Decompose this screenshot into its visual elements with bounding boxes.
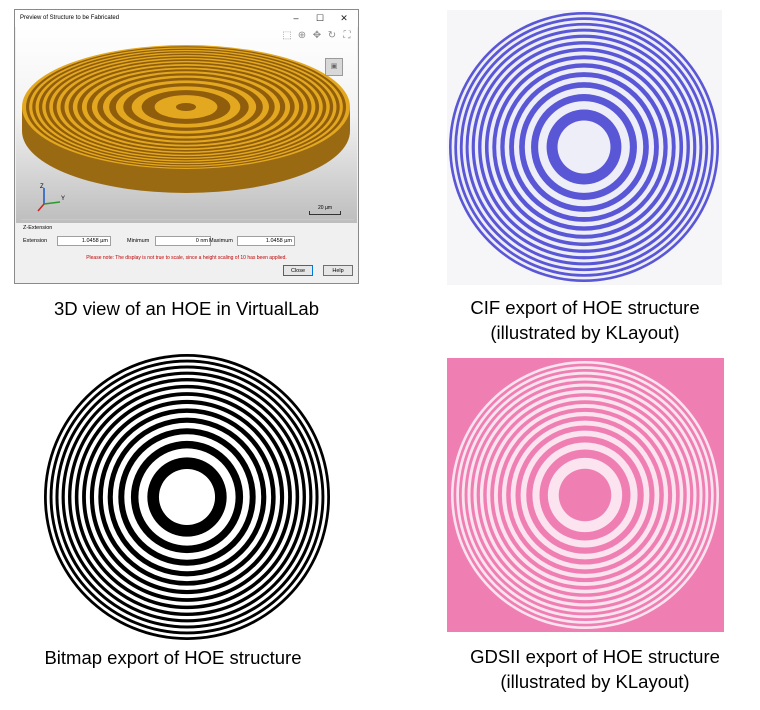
extension-field[interactable]: 1.0458 µm	[57, 236, 111, 246]
minimum-field[interactable]: 0 nm	[155, 236, 211, 246]
close-icon[interactable]: ✕	[340, 13, 348, 23]
scale-bar: 20 µm	[309, 205, 341, 217]
caption-gdsii-line1: GDSII export of HOE structure	[470, 646, 720, 667]
close-button[interactable]: Close	[283, 265, 313, 276]
axis-z-label: Z	[40, 184, 44, 190]
bitmap-rings	[44, 354, 330, 640]
scale-bar-label: 20 µm	[318, 205, 332, 211]
zoom-icon[interactable]: ⊕	[297, 30, 307, 41]
gdsii-rings	[451, 361, 719, 629]
zoom-region-icon[interactable]: ⬚	[282, 30, 292, 41]
window-title-bar: Preview of Structure to be Fabricated – …	[15, 10, 358, 27]
view-cube-icon[interactable]: ▣	[325, 58, 343, 76]
preview-window: Preview of Structure to be Fabricated – …	[14, 9, 359, 284]
cif-export-image	[447, 10, 722, 285]
gdsii-export-image	[447, 358, 724, 632]
window-title: Preview of Structure to be Fabricated	[20, 15, 120, 21]
z-extension-group: Z-Extension Extension 1.0458 µm Minimum …	[21, 219, 354, 254]
rotate-icon[interactable]: ↻	[327, 30, 337, 41]
scaling-note: Please note: The display is not true to …	[86, 255, 287, 261]
z-extension-heading: Z-Extension	[23, 225, 53, 231]
caption-3d-view: 3D view of an HOE in VirtualLab	[54, 298, 319, 319]
3d-viewport[interactable]: ⬚ ⊕ ✥ ↻ ⛶ ▣ Z Y 20 µm	[16, 27, 357, 223]
minimum-label: Minimum	[127, 238, 150, 244]
hoe-3d-disc	[22, 45, 350, 193]
bitmap-export-image	[42, 352, 332, 642]
pan-icon[interactable]: ✥	[312, 30, 322, 41]
caption-cif-line2: (illustrated by KLayout)	[490, 322, 680, 343]
caption-cif-line1: CIF export of HOE structure	[470, 297, 700, 318]
caption-bitmap: Bitmap export of HOE structure	[44, 647, 302, 668]
help-button[interactable]: Help	[323, 265, 353, 276]
view-toolbar: ⬚ ⊕ ✥ ↻ ⛶	[281, 30, 353, 42]
maximum-field[interactable]: 1.0458 µm	[237, 236, 295, 246]
maximize-icon[interactable]: ☐	[315, 13, 325, 23]
axis-triad-icon: Z Y	[37, 184, 65, 212]
axis-y-label: Y	[61, 196, 65, 202]
fit-icon[interactable]: ⛶	[343, 30, 351, 41]
cif-rings	[449, 12, 719, 282]
extension-label: Extension	[23, 238, 48, 244]
maximum-label: Maximum	[209, 238, 233, 244]
minimize-icon[interactable]: –	[293, 13, 299, 23]
caption-gdsii-line2: (illustrated by KLayout)	[500, 671, 690, 692]
